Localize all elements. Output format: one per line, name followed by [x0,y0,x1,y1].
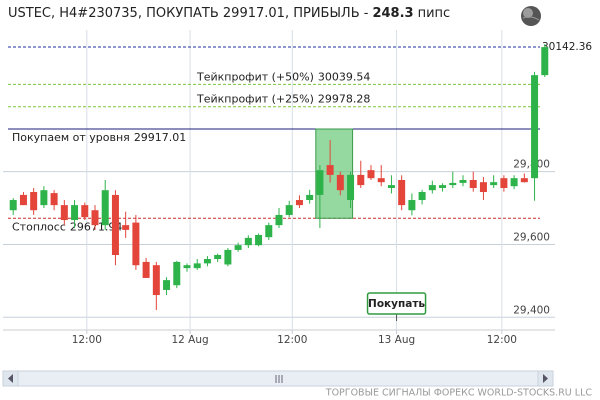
candle-body [459,180,467,183]
candle-body [40,190,48,206]
candle-body [101,190,109,226]
candle-body [347,174,355,201]
candle-body [449,182,457,186]
scrollbar[interactable] [2,370,554,387]
candle-body [19,194,27,206]
candle-body [490,182,498,186]
footer: ТОРГОВЫЕ СИГНАЛЫ ФОРЕКС WORLD-STOCKS.RU … [325,388,593,399]
level-label: Тейкпрофит (+50%) 30039.54 [196,70,370,83]
candle-body [428,185,436,191]
candle-body [71,205,79,221]
candle-body [275,214,283,226]
y-tick-label: 29,400 [513,304,550,316]
candle-body [91,210,99,226]
candle-body [183,265,191,269]
level-value: 30039.54 [318,70,371,83]
x-tick-label: 13 Aug [378,334,415,346]
candle-body [387,185,395,189]
level-value: 29917.01 [134,131,187,144]
x-tick-label: 12:00 [72,334,102,346]
candle-body [50,193,58,206]
candle-body [377,178,385,183]
button-label: Покупать [368,298,425,310]
candle-body [122,225,130,230]
candle-body [193,263,201,269]
level-value: 30142.36 [542,41,592,53]
candle-body [398,180,406,206]
title-text: USTEC, H4#230735, ПОКУПАТЬ 29917.01, ПРИ… [8,6,369,21]
candle-body [336,174,344,191]
candle-body [244,237,252,246]
candle-body [408,200,416,211]
x-tick-label: 12:00 [487,334,517,346]
candle-body [224,249,232,265]
x-tick-label: 12 Aug [171,334,208,346]
level-label: Стоплосс 29671.94 [12,220,122,233]
chart-title: USTEC, H4#230735, ПОКУПАТЬ 29917.01, ПРИ… [8,6,450,21]
level-name: Тейкпрофит (+25%) [196,93,314,106]
level-name: Покупаем от уровня [12,131,130,144]
candle-body [9,200,17,211]
candle-body [203,259,211,264]
candle-body [439,185,447,189]
candle-body [295,200,303,206]
candle-body [255,234,263,246]
buy-button[interactable]: Покупать [366,292,427,315]
profit-value: 248.3 [372,6,413,21]
level-value: 29671.94 [70,220,123,233]
candle-body [173,261,181,286]
candle-body [265,225,273,238]
candle-body [111,194,119,255]
candle-body [357,174,365,186]
level-label: Тейкпрофит (+25%) 29978.28 [196,93,370,106]
candle-body [541,47,549,76]
candle-body [60,205,68,221]
x-tick-label: 12:00 [277,334,307,346]
candle-body [531,75,539,179]
candle-body [469,180,477,189]
candle-body [500,178,508,189]
candle-body [285,205,293,215]
level-name: Стоплосс [12,220,66,233]
profit-unit: пипс [418,6,451,21]
candle-body [418,192,426,201]
level-label: Покупаем от уровня 29917.01 [12,131,186,144]
candle-body [142,261,150,278]
globe-icon [521,6,541,26]
candle-body [479,182,487,193]
candle-body [234,245,242,250]
candle-body [520,178,528,183]
candle-body [316,170,324,195]
candle-body [367,170,375,179]
candle-body [214,255,222,260]
candle-body [163,280,171,290]
candle-body [306,194,314,201]
button-box [366,292,427,315]
candle-body [81,205,89,218]
level-name: Тейкпрофит (+50%) [196,70,314,83]
level-value: 29978.28 [318,93,371,106]
candle-body [132,222,140,266]
y-tick-label: 29,600 [513,231,550,243]
candle-body [30,192,38,211]
candle-body [152,265,160,296]
candle-body [510,178,518,187]
candle-body [326,165,334,175]
